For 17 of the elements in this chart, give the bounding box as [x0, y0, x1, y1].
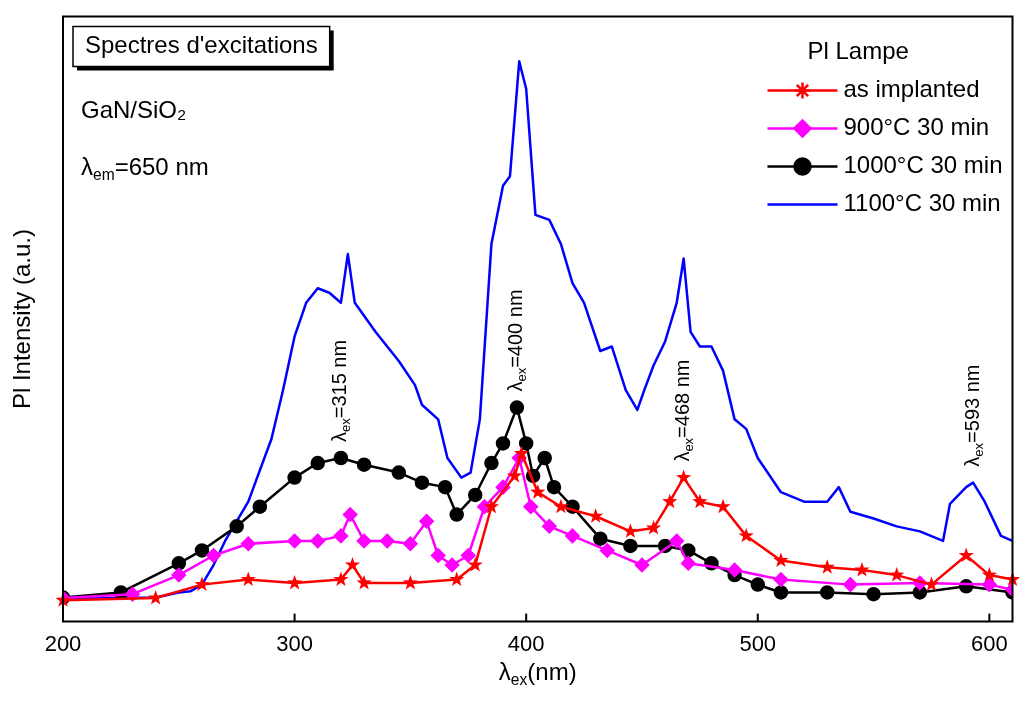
legend-label: as implanted [843, 75, 980, 103]
legend-label: 1100°C 30 min [843, 189, 1001, 217]
x-tick-label: 200 [44, 630, 82, 656]
x-tick-label: 400 [507, 630, 545, 656]
legend-label: 1000°C 30 min [843, 151, 1003, 179]
x-tick-label: 600 [970, 630, 1008, 656]
legend-label: 900°C 30 min [843, 113, 990, 141]
y-axis-title: Pl Intensity (a.u.) [7, 229, 35, 410]
legend-title: Pl Lampe [807, 37, 909, 65]
annotation: λex=400 nm [504, 289, 530, 392]
annotation: λex=468 nm [671, 359, 697, 462]
annotation: GaN/SiO₂ [81, 96, 187, 124]
x-tick-label: 300 [276, 630, 313, 656]
x-tick-label: 500 [739, 630, 777, 656]
chart-title: Spectres d'excitations [85, 31, 318, 59]
annotation: λex=315 nm [328, 339, 354, 442]
annotation: λex=593 nm [960, 364, 986, 467]
